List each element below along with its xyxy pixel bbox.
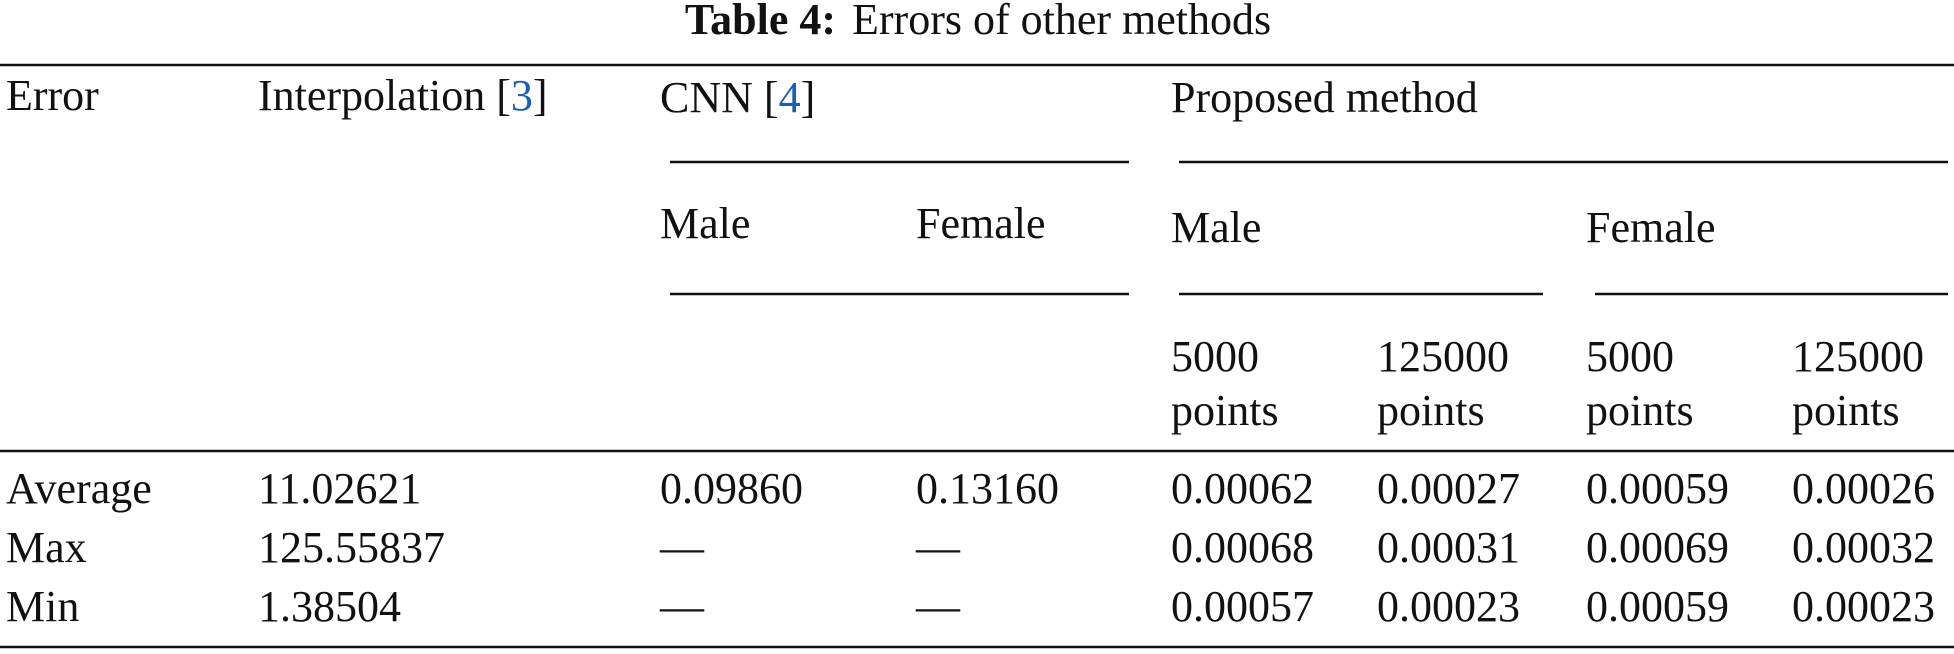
cell: 125.55837 [258,523,445,572]
citation[interactable]: 4 [779,73,801,122]
points-label: 125000 [1377,332,1509,381]
cnn-group: Female [916,199,1046,248]
proposed-group: Male [1171,203,1261,252]
points-label: points [1792,386,1900,435]
table-caption: Table 4: Errors of other methods [685,0,1271,44]
cell: 0.00027 [1377,464,1520,513]
cell: 0.00069 [1586,523,1729,572]
points-label: 125000 [1792,332,1924,381]
cell: 0.00062 [1171,464,1314,513]
cell: 0.00059 [1586,464,1729,513]
cell: 0.00026 [1792,464,1935,513]
header-interpolation: Interpolation [3] [258,71,548,120]
caption-label: Table 4: [685,0,836,44]
cell: 0.00031 [1377,523,1520,572]
header-error: Error [6,71,99,120]
cell: — [659,523,705,572]
points-label: 5000 [1171,332,1259,381]
cell: 0.00068 [1171,523,1314,572]
caption-text: Errors of other methods [852,0,1271,44]
cell: 0.00023 [1792,582,1935,631]
points-label: points [1586,386,1694,435]
cell: 1.38504 [258,582,401,631]
header-text: ] [533,71,548,120]
cell: — [915,582,961,631]
row-label: Min [6,582,79,631]
cell: — [915,523,961,572]
cell: 11.02621 [258,464,421,513]
cell: 0.00057 [1171,582,1314,631]
cell: 0.00023 [1377,582,1520,631]
row-label: Average [6,464,152,513]
header-text: Interpolation [ [258,71,511,120]
citation[interactable]: 3 [511,71,533,120]
cell: 0.00059 [1586,582,1729,631]
header-cnn: CNN [4] [660,73,815,122]
row-label: Max [6,523,87,572]
header-proposed: Proposed method [1171,73,1478,122]
cell: 0.00032 [1792,523,1935,572]
header-text: ] [801,73,816,122]
proposed-group: Female [1586,203,1716,252]
cell: 0.13160 [916,464,1059,513]
points-label: points [1171,386,1279,435]
points-label: 5000 [1586,332,1674,381]
points-label: points [1377,386,1485,435]
header-text: CNN [ [660,73,779,122]
cell: 0.09860 [660,464,803,513]
cnn-group: Male [660,199,750,248]
cell: — [659,582,705,631]
